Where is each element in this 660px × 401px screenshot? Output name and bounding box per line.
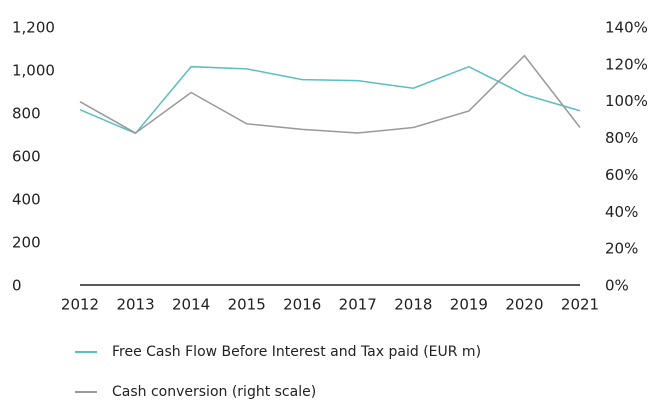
- x-tick-label: 2012: [61, 296, 99, 314]
- series-line: [79, 65, 581, 135]
- x-tick-label: 2018: [394, 296, 432, 314]
- y2-tick-label: 60%: [605, 166, 638, 184]
- y-tick-label: 800: [12, 105, 41, 123]
- series-line: [79, 54, 581, 134]
- y2-tick-label: 80%: [605, 129, 638, 147]
- x-tick-label: 2017: [339, 296, 377, 314]
- y2-tick-label: 140%: [605, 19, 648, 37]
- y2-tick-label: 20%: [605, 240, 638, 258]
- legend-label: Cash conversion (right scale): [112, 384, 316, 400]
- y-tick-label: 600: [12, 148, 41, 166]
- y-tick-label: 400: [12, 191, 41, 209]
- x-tick-label: 2020: [505, 296, 543, 314]
- y2-tick-label: 0%: [605, 277, 629, 295]
- y-tick-label: 1,200: [12, 19, 55, 37]
- x-tick-label: 2021: [561, 296, 599, 314]
- y2-tick-label: 120%: [605, 55, 648, 73]
- y-tick-label: 1,000: [12, 62, 55, 80]
- x-tick-label: 2015: [228, 296, 266, 314]
- y-tick-label: 200: [12, 234, 41, 252]
- x-tick-label: 2019: [450, 296, 488, 314]
- legend-label: Free Cash Flow Before Interest and Tax p…: [112, 344, 481, 360]
- x-tick-label: 2014: [172, 296, 210, 314]
- y2-tick-label: 100%: [605, 92, 648, 110]
- y2-tick-label: 40%: [605, 203, 638, 221]
- y-tick-label: 0: [12, 277, 22, 295]
- x-tick-label: 2016: [283, 296, 321, 314]
- x-tick-label: 2013: [116, 296, 154, 314]
